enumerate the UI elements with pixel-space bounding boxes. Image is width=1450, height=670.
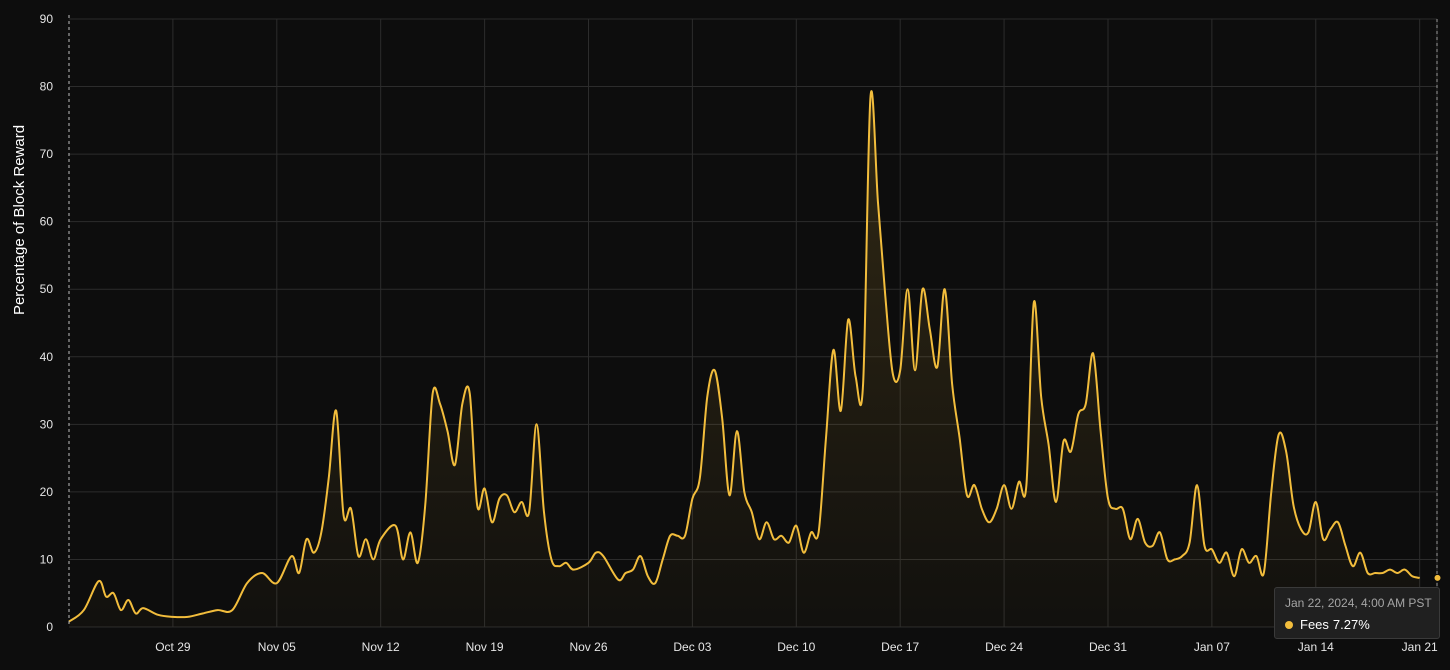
tooltip-series-dot bbox=[1285, 620, 1293, 629]
x-tick-label: Dec 10 bbox=[777, 640, 815, 654]
y-axis-label: Percentage of Block Reward bbox=[11, 125, 28, 315]
x-gridlines bbox=[172, 19, 1438, 627]
y-tick-label: 70 bbox=[40, 147, 54, 161]
x-tick-label: Dec 03 bbox=[673, 640, 711, 654]
tooltip-date: Jan 22, 2024, 4:00 AM PST bbox=[1285, 596, 1432, 610]
x-tick-label: Nov 05 bbox=[258, 640, 296, 654]
x-tick-label: Jan 14 bbox=[1298, 640, 1334, 654]
fees-area-fill bbox=[69, 91, 1420, 627]
x-tick-label: Nov 19 bbox=[466, 640, 504, 654]
y-gridlines bbox=[69, 18, 1437, 628]
x-tick-label: Dec 17 bbox=[881, 640, 919, 654]
y-tick-label: 50 bbox=[40, 282, 54, 296]
y-tick-label: 40 bbox=[40, 350, 54, 364]
tooltip-value: 7.27% bbox=[1332, 617, 1370, 632]
x-tick-label: Dec 31 bbox=[1089, 640, 1127, 654]
x-tick-labels: Oct 29 Nov 05 Nov 12 Nov 19 Nov 26 Dec 03 Dec … bbox=[155, 640, 1438, 654]
y-tick-label: 10 bbox=[40, 552, 54, 566]
fees-series-line[interactable] bbox=[68, 90, 1420, 623]
x-tick-label: Nov 12 bbox=[362, 640, 400, 654]
y-tick-label: 80 bbox=[40, 80, 54, 94]
x-tick-label: Jan 21 bbox=[1402, 640, 1438, 654]
hover-tooltip: Jan 22, 2024, 4:00 AM PST Fees 7.27% bbox=[1274, 587, 1440, 639]
x-tick-label: Jan 07 bbox=[1194, 640, 1230, 654]
x-tick-label: Dec 24 bbox=[985, 640, 1023, 654]
y-tick-labels: 0 10 20 30 40 50 60 70 80 90 bbox=[40, 12, 54, 634]
tooltip-row: Fees 7.27% bbox=[1285, 617, 1429, 632]
y-tick-label: 0 bbox=[46, 620, 53, 634]
y-tick-label: 60 bbox=[40, 215, 54, 229]
hover-point-marker bbox=[1433, 573, 1442, 582]
y-tick-label: 20 bbox=[40, 485, 54, 499]
y-tick-label: 90 bbox=[40, 12, 54, 26]
x-tick-label: Nov 26 bbox=[569, 640, 607, 654]
y-tick-label: 30 bbox=[40, 417, 54, 431]
x-tick-label: Oct 29 bbox=[155, 640, 191, 654]
tooltip-series-name: Fees bbox=[1300, 617, 1329, 632]
